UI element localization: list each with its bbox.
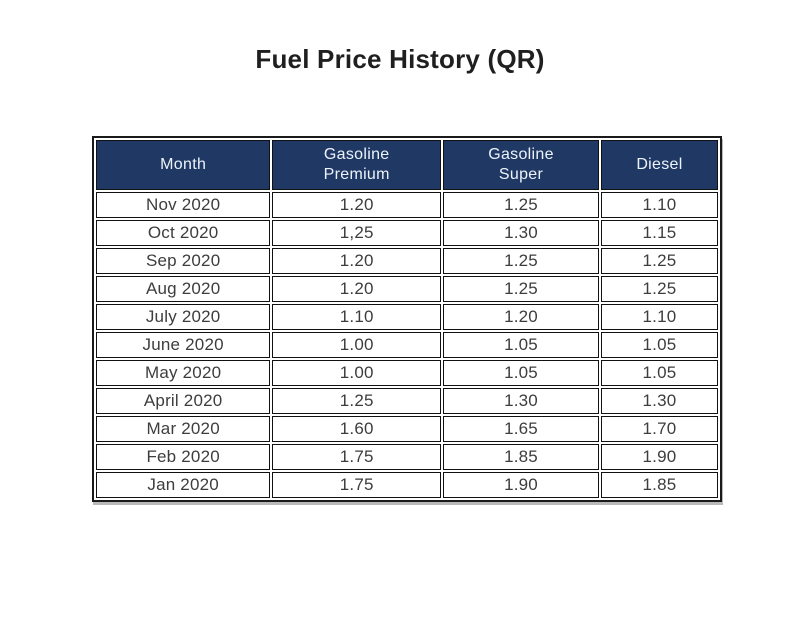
table-body: Nov 2020 1.20 1.25 1.10 Oct 2020 1,25 1.30 1.15… xyxy=(96,192,718,498)
gasoline-premium-cell: 1.75 xyxy=(272,472,442,498)
gasoline-premium-cell: 1.10 xyxy=(272,304,442,330)
gasoline-super-cell: 1.05 xyxy=(443,332,599,358)
diesel-cell: 1.10 xyxy=(600,304,718,330)
diesel-cell: 1.10 xyxy=(600,192,718,218)
table-row: April 2020 1.25 1.30 1.30 xyxy=(96,388,718,414)
table-row: Jan 2020 1.75 1.90 1.85 xyxy=(96,472,718,498)
month-cell: Mar 2020 xyxy=(96,416,271,442)
column-header-gasoline-premium: Gasoline Premium xyxy=(272,140,442,190)
table-row: July 2020 1.10 1.20 1.10 xyxy=(96,304,718,330)
table-row: Nov 2020 1.20 1.25 1.10 xyxy=(96,192,718,218)
diesel-cell: 1.15 xyxy=(600,220,718,246)
column-header-gasoline-super: Gasoline Super xyxy=(443,140,599,190)
month-cell: Oct 2020 xyxy=(96,220,271,246)
month-cell: Aug 2020 xyxy=(96,276,271,302)
month-cell: Feb 2020 xyxy=(96,444,271,470)
month-cell: Jan 2020 xyxy=(96,472,271,498)
diesel-cell: 1.70 xyxy=(600,416,718,442)
gasoline-super-cell: 1.65 xyxy=(443,416,599,442)
gasoline-premium-cell: 1.60 xyxy=(272,416,442,442)
diesel-cell: 1.90 xyxy=(600,444,718,470)
gasoline-super-cell: 1.05 xyxy=(443,360,599,386)
fuel-price-table: Month Gasoline Premium Gasoline Super Di… xyxy=(92,136,722,502)
month-cell: April 2020 xyxy=(96,388,271,414)
table-row: Aug 2020 1.20 1.25 1.25 xyxy=(96,276,718,302)
gasoline-super-cell: 1.30 xyxy=(443,388,599,414)
month-cell: July 2020 xyxy=(96,304,271,330)
column-header-diesel: Diesel xyxy=(600,140,718,190)
month-cell: June 2020 xyxy=(96,332,271,358)
gasoline-premium-cell: 1.20 xyxy=(272,248,442,274)
diesel-cell: 1.25 xyxy=(600,276,718,302)
gasoline-super-cell: 1.85 xyxy=(443,444,599,470)
table-row: Sep 2020 1.20 1.25 1.25 xyxy=(96,248,718,274)
gasoline-premium-cell: 1.25 xyxy=(272,388,442,414)
gasoline-premium-cell: 1.00 xyxy=(272,360,442,386)
month-cell: May 2020 xyxy=(96,360,271,386)
table-row: Feb 2020 1.75 1.85 1.90 xyxy=(96,444,718,470)
column-header-month: Month xyxy=(96,140,271,190)
diesel-cell: 1.25 xyxy=(600,248,718,274)
diesel-cell: 1.05 xyxy=(600,360,718,386)
gasoline-premium-cell: 1.75 xyxy=(272,444,442,470)
table-header-row: Month Gasoline Premium Gasoline Super Di… xyxy=(96,140,718,190)
gasoline-premium-cell: 1.20 xyxy=(272,276,442,302)
diesel-cell: 1.05 xyxy=(600,332,718,358)
table-header: Month Gasoline Premium Gasoline Super Di… xyxy=(96,140,718,190)
month-cell: Nov 2020 xyxy=(96,192,271,218)
diesel-cell: 1.30 xyxy=(600,388,718,414)
gasoline-super-cell: 1.20 xyxy=(443,304,599,330)
gasoline-super-cell: 1.90 xyxy=(443,472,599,498)
gasoline-premium-cell: 1,25 xyxy=(272,220,442,246)
table-row: June 2020 1.00 1.05 1.05 xyxy=(96,332,718,358)
table-row: Mar 2020 1.60 1.65 1.70 xyxy=(96,416,718,442)
gasoline-super-cell: 1.25 xyxy=(443,276,599,302)
gasoline-premium-cell: 1.00 xyxy=(272,332,442,358)
gasoline-super-cell: 1.25 xyxy=(443,248,599,274)
table-row: May 2020 1.00 1.05 1.05 xyxy=(96,360,718,386)
page-title: Fuel Price History (QR) xyxy=(255,44,545,74)
gasoline-super-cell: 1.30 xyxy=(443,220,599,246)
diesel-cell: 1.85 xyxy=(600,472,718,498)
month-cell: Sep 2020 xyxy=(96,248,271,274)
gasoline-premium-cell: 1.20 xyxy=(272,192,442,218)
gasoline-super-cell: 1.25 xyxy=(443,192,599,218)
table-row: Oct 2020 1,25 1.30 1.15 xyxy=(96,220,718,246)
